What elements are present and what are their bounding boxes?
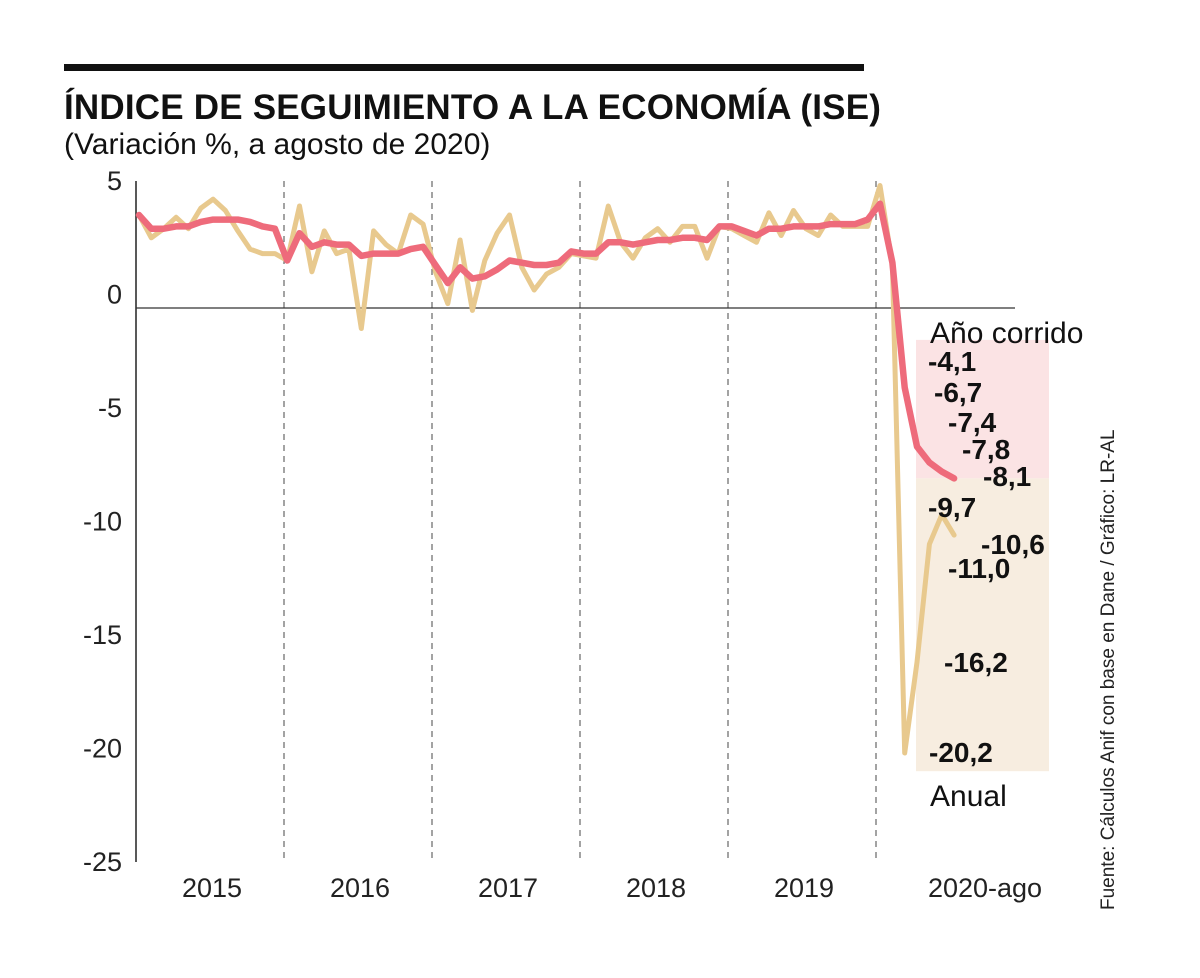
anual-series-line [136, 183, 957, 756]
ano-corrido-data-label: -7,4 [948, 407, 997, 438]
x-year-label: 2019 [774, 873, 834, 903]
ano-corrido-data-label: -6,7 [934, 377, 982, 408]
ano-corrido-data-label: -7,8 [962, 434, 1010, 465]
anual-data-label: -20,2 [929, 737, 993, 768]
y-tick-label: 5 [107, 166, 122, 196]
anual-data-label: -16,2 [944, 647, 1008, 678]
chart-title: ÍNDICE DE SEGUIMIENTO A LA ECONOMÍA (ISE… [64, 88, 882, 127]
source-credit: Fuente: Cálculos Anif con base en Dane /… [1098, 429, 1119, 910]
ano-corrido-band [916, 339, 1049, 479]
y-tick-label: -5 [98, 393, 122, 423]
anual-data-label: -9,7 [928, 492, 976, 523]
x-year-label: 2020-ago [928, 873, 1042, 903]
x-year-label: 2017 [478, 873, 538, 903]
y-tick-label: -25 [83, 847, 122, 877]
y-tick-label: -10 [83, 507, 122, 537]
ano-corrido-data-label: -8,1 [983, 461, 1031, 492]
x-year-label: 2018 [626, 873, 686, 903]
y-tick-label: -15 [83, 620, 122, 650]
anual-label: Anual [930, 780, 1007, 813]
chart-subtitle: (Variación %, a agosto de 2020) [64, 128, 491, 161]
ano-corrido-series-line [135, 200, 958, 482]
ano-corrido-data-label: -4,1 [928, 346, 976, 377]
anual-data-label: -11,0 [948, 553, 1010, 584]
y-tick-label: 0 [107, 280, 122, 310]
x-year-label: 2016 [330, 873, 390, 903]
y-tick-label: -20 [83, 734, 122, 764]
anual-data-label: -10,6 [981, 529, 1045, 560]
ano-corrido-label: Año corrido [930, 317, 1083, 350]
x-year-label: 2015 [182, 873, 242, 903]
title-rule [64, 64, 864, 71]
